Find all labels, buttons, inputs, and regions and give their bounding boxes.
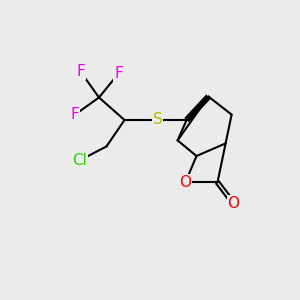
Text: F: F: [76, 64, 85, 79]
Text: O: O: [179, 175, 191, 190]
Text: F: F: [70, 107, 80, 122]
Text: Cl: Cl: [72, 153, 87, 168]
Text: S: S: [153, 112, 162, 128]
Text: F: F: [114, 66, 123, 81]
Text: O: O: [227, 196, 239, 211]
